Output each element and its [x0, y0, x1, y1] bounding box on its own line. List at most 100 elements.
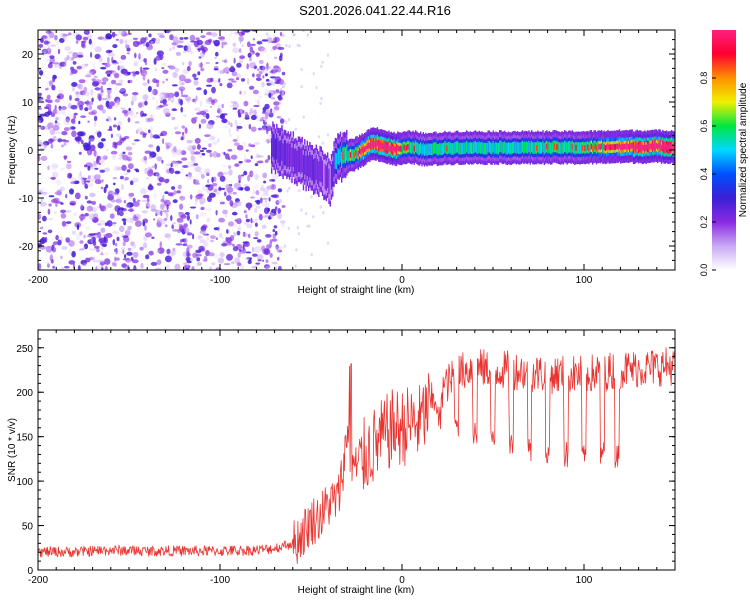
signal-track-segment: [673, 145, 675, 151]
signal-track-segment: [536, 145, 538, 151]
noise-speckle: [279, 101, 282, 105]
noise-speckle: [251, 113, 256, 116]
noise-speckle: [94, 87, 101, 91]
noise-speckle: [276, 256, 280, 261]
signal-track-segment: [557, 141, 559, 154]
noise-speckle: [57, 48, 61, 55]
signal-track-segment: [348, 149, 351, 161]
noise-speckle: [118, 65, 123, 70]
noise-speckle: [115, 83, 123, 86]
noise-speckle: [78, 151, 82, 155]
noise-speckle: [101, 97, 108, 101]
noise-speckle: [254, 163, 259, 167]
noise-speckle: [256, 116, 263, 123]
noise-speckle: [209, 136, 216, 140]
noise-speckle: [124, 254, 127, 259]
noise-speckle: [202, 233, 210, 236]
noise-speckle: [153, 58, 157, 65]
signal-track-segment: [362, 147, 365, 154]
noise-speckle: [184, 146, 191, 151]
signal-track-segment: [598, 143, 600, 150]
noise-speckle: [231, 261, 235, 265]
noise-speckle: [164, 166, 170, 171]
noise-speckle: [265, 234, 272, 238]
noise-speckle: [245, 149, 249, 152]
noise-speckle: [97, 142, 104, 149]
noise-speckle: [52, 171, 59, 179]
signal-track-segment: [310, 155, 312, 181]
y-tick-label: -10: [19, 194, 34, 205]
signal-track-segment: [671, 143, 673, 150]
noise-speckle: [87, 175, 91, 180]
noise-speckle: [85, 180, 91, 183]
signal-track-segment: [417, 143, 419, 155]
noise-speckle: [182, 225, 186, 230]
x-tick-label: 0: [399, 575, 405, 586]
noise-speckle: [266, 123, 272, 127]
noise-speckle: [97, 36, 105, 40]
noise-speckle: [265, 112, 269, 120]
x-tick-label: 0: [399, 275, 405, 286]
noise-speckle: [148, 33, 152, 38]
signal-track-segment: [372, 140, 375, 147]
noise-speckle: [171, 224, 174, 229]
noise-speckle: [167, 236, 171, 241]
noise-speckle: [183, 262, 187, 265]
noise-speckle: [84, 30, 88, 34]
noise-speckle: [297, 232, 300, 236]
signal-track-segment: [595, 145, 598, 151]
signal-track-segment: [478, 141, 480, 153]
signal-track-segment: [630, 143, 632, 149]
signal-track-segment: [618, 142, 621, 149]
noise-speckle: [252, 253, 258, 257]
signal-track-segment: [321, 160, 324, 186]
signal-track-segment: [520, 142, 523, 154]
noise-speckle: [52, 108, 58, 115]
noise-speckle: [113, 248, 121, 255]
signal-track-segment: [356, 146, 358, 158]
noise-speckle: [85, 226, 91, 230]
noise-speckle: [97, 231, 102, 239]
noise-speckle: [238, 161, 243, 163]
signal-track-segment: [358, 148, 361, 154]
noise-speckle: [193, 77, 199, 81]
signal-track-segment: [408, 140, 410, 153]
signal-track-segment: [272, 131, 274, 157]
noise-speckle: [159, 241, 163, 248]
noise-speckle: [93, 115, 98, 122]
signal-track-segment: [464, 142, 466, 154]
signal-track-segment: [370, 141, 372, 147]
noise-speckle: [218, 187, 226, 191]
noise-speckle: [177, 184, 182, 190]
noise-speckle: [196, 87, 202, 91]
noise-speckle: [126, 52, 130, 55]
noise-speckle: [273, 225, 278, 229]
signal-track-segment: [500, 140, 502, 153]
noise-speckle: [162, 138, 165, 145]
noise-speckle: [86, 71, 94, 76]
noise-speckle: [157, 172, 160, 177]
noise-speckle: [122, 93, 129, 97]
noise-speckle: [288, 186, 291, 190]
noise-speckle: [112, 262, 116, 267]
noise-speckle: [238, 179, 241, 184]
noise-speckle: [116, 166, 123, 171]
signal-track-segment: [602, 142, 604, 154]
signal-track-segment: [546, 143, 548, 150]
signal-track-segment: [274, 138, 277, 165]
noise-speckle: [186, 260, 192, 264]
noise-speckle: [243, 30, 251, 33]
noise-speckle: [172, 46, 176, 50]
noise-speckle: [67, 51, 74, 54]
noise-speckle: [60, 255, 63, 260]
signal-track-segment: [539, 142, 542, 154]
noise-speckle: [161, 80, 165, 84]
noise-speckle: [164, 224, 168, 228]
signal-track-segment: [304, 149, 306, 175]
signal-track-segment: [338, 149, 340, 166]
signal-track-segment: [556, 144, 558, 150]
signal-track-segment: [650, 143, 652, 150]
noise-speckle: [175, 149, 183, 156]
noise-speckle: [215, 237, 218, 240]
noise-speckle: [65, 194, 68, 199]
